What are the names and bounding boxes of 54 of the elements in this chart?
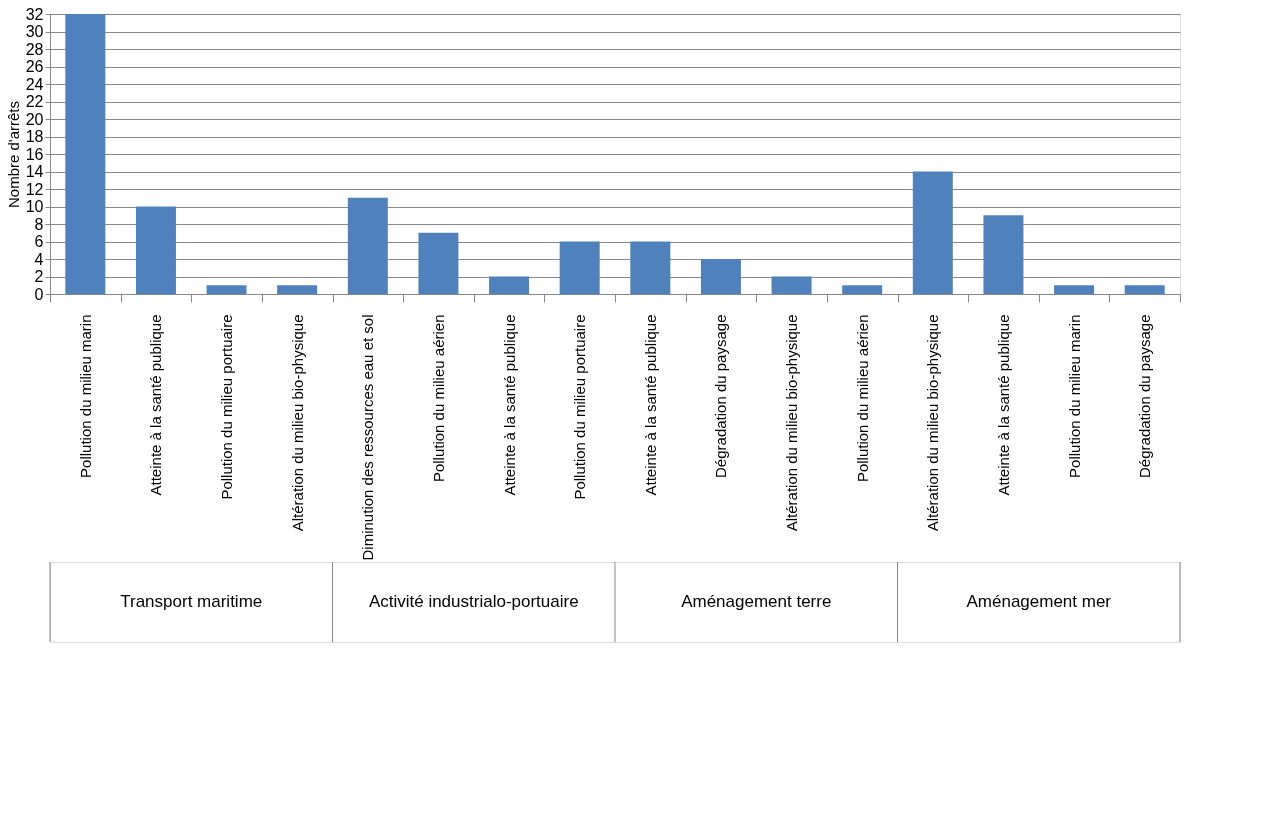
x-tick-label: Pollution du milieu portuaire bbox=[571, 314, 589, 500]
y-tick-label: 4 bbox=[34, 250, 44, 268]
x-tick-label: Altération du milieu bio-physique bbox=[288, 314, 306, 532]
x-tick-label: Pollution du milieu aérien bbox=[853, 314, 871, 483]
x-tick-label: Pollution du milieu portuaire bbox=[218, 314, 236, 500]
y-tick-label: 22 bbox=[25, 93, 44, 110]
bar bbox=[347, 197, 388, 294]
y-tick-label: 14 bbox=[25, 163, 44, 180]
x-tick-label: Dégradation du paysage bbox=[712, 314, 730, 478]
x-tick-label: Pollution du milieu aérien bbox=[429, 314, 447, 483]
text: Transport maritime bbox=[120, 592, 263, 611]
text: Aménagement mer bbox=[966, 592, 1112, 611]
y-axis-title: Nombre d'arrêts bbox=[4, 100, 22, 209]
bar bbox=[983, 215, 1024, 294]
x-tick-label: Atteinte à la santé publique bbox=[500, 314, 518, 496]
y-tick-label: 12 bbox=[25, 180, 44, 198]
x-tick-label: Atteinte à la santé publique bbox=[147, 314, 165, 496]
bar bbox=[1124, 285, 1165, 294]
y-tick-label: 8 bbox=[34, 215, 44, 233]
x-tick-label: Diminution des ressources eau et sol bbox=[359, 314, 377, 561]
bar bbox=[630, 241, 671, 294]
y-tick-label: 24 bbox=[25, 75, 44, 93]
y-tick-label: 10 bbox=[25, 198, 44, 215]
bar bbox=[1054, 285, 1095, 294]
y-tick-label: 18 bbox=[25, 128, 44, 145]
bar bbox=[418, 232, 459, 294]
y-tick-label: 2 bbox=[34, 268, 44, 285]
x-tick-label: Dégradation du paysage bbox=[1136, 314, 1154, 478]
y-tick-label: 28 bbox=[25, 40, 44, 58]
x-tick-label: Atteinte à la santé publique bbox=[994, 314, 1012, 496]
x-tick-label: Altération du milieu bio-physique bbox=[924, 314, 942, 532]
bar bbox=[206, 285, 247, 294]
x-tick-label: Atteinte à la santé publique bbox=[641, 314, 659, 496]
text: Aménagement terre bbox=[681, 592, 832, 611]
y-tick-label: 0 bbox=[34, 285, 44, 303]
bar bbox=[489, 276, 530, 294]
y-tick-label: 26 bbox=[25, 58, 44, 75]
y-tick-label: 30 bbox=[25, 23, 44, 40]
y-tick-label: 32 bbox=[25, 5, 44, 23]
bar bbox=[135, 206, 176, 294]
bar bbox=[842, 285, 883, 294]
y-tick-label: 20 bbox=[25, 110, 44, 128]
x-tick-label: Altération du milieu bio-physique bbox=[783, 314, 801, 532]
x-tick-label: Pollution du milieu marin bbox=[76, 314, 94, 478]
x-tick-label: Pollution du milieu marin bbox=[1065, 314, 1083, 478]
bar bbox=[65, 14, 106, 294]
bar bbox=[912, 171, 953, 294]
y-tick-label: 6 bbox=[34, 233, 44, 250]
bar bbox=[277, 285, 318, 294]
bar bbox=[559, 241, 600, 294]
text: Activité industrialo-portuaire bbox=[368, 592, 579, 611]
bar bbox=[771, 276, 812, 294]
bar bbox=[700, 259, 741, 294]
y-tick-label: 16 bbox=[25, 145, 44, 163]
